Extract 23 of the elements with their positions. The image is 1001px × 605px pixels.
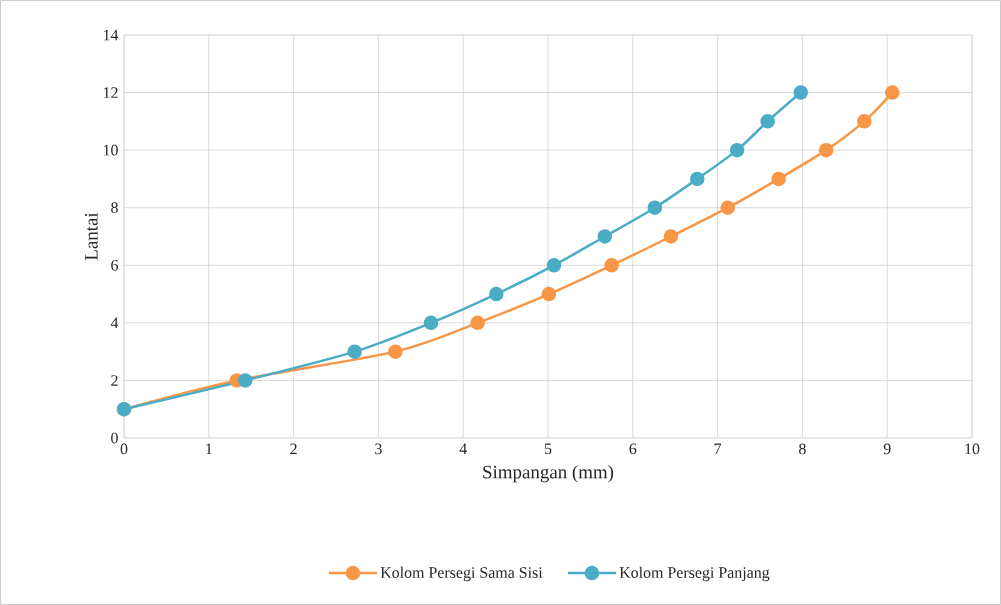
y-tick-label: 2 [111, 375, 118, 386]
x-tick-label: 4 [459, 443, 467, 455]
x-tick-label: 5 [544, 443, 552, 455]
x-tick-label: 6 [629, 443, 637, 455]
x-tick-label: 10 [965, 443, 980, 455]
y-tick-label: 14 [103, 29, 119, 41]
y-tick-label: 4 [110, 317, 119, 329]
y-axis-title: Lantai [84, 212, 98, 261]
x-tick-label: 8 [799, 443, 806, 455]
legend-label: Kolom Persegi Panjang [619, 566, 770, 582]
x-tick-label: 9 [883, 443, 891, 455]
x-tick-label: 1 [206, 443, 212, 455]
legend-label: Kolom Persegi Sama Sisi [380, 566, 543, 582]
y-tick-label: 10 [103, 144, 118, 156]
y-tick-label: 0 [111, 432, 118, 444]
x-tick-label: 7 [714, 443, 722, 454]
y-tick-label: 8 [111, 202, 118, 214]
y-tick-label: 6 [111, 259, 119, 271]
x-tick-label: 0 [120, 443, 128, 455]
x-axis-title: Simpangan (mm) [483, 465, 614, 483]
y-tick-label: 12 [103, 87, 118, 98]
x-tick-label: 2 [290, 443, 297, 455]
x-tick-label: 3 [375, 443, 382, 455]
